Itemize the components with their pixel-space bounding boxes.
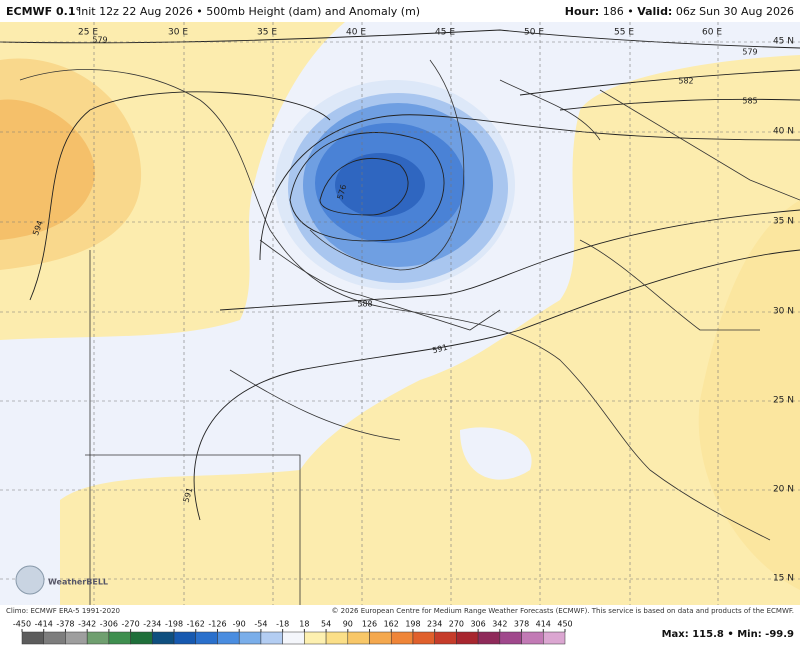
colorbar-label: -234 <box>143 620 161 629</box>
anomaly-negative <box>335 153 425 217</box>
graticule: 25 E 30 E 35 E 40 E 45 E 50 E 55 E 60 E 45 N 40 N… <box>0 22 800 605</box>
color-swatch <box>217 631 240 645</box>
extremes: Max: 115.8 • Min: -99.9 <box>662 629 794 640</box>
color-swatch <box>152 631 175 645</box>
colorbar-label: -18 <box>276 620 289 629</box>
climo: Climo: ECMWF ERA-5 1991-2020 <box>6 607 120 615</box>
color-swatch <box>86 631 110 645</box>
color-swatch <box>43 631 66 645</box>
colorbar-label: -414 <box>35 620 53 629</box>
valid-info: Hour: 186 • Valid: 06z Sun 30 Aug 2026 <box>565 5 794 18</box>
latitude-label: 45 N <box>773 37 794 47</box>
colorbar-label: -450 <box>13 620 31 629</box>
color-swatch <box>369 631 392 645</box>
map: 25 E 30 E 35 E 40 E 45 E 50 E 55 E 60 E 45 N 40 N… <box>0 22 800 605</box>
hour-label: Hour: <box>565 5 599 18</box>
longitude-label: 50 E <box>524 28 544 38</box>
color-swatch <box>347 631 370 645</box>
color-swatch <box>304 631 327 645</box>
latitude-label: 30 N <box>773 307 794 317</box>
colorbar-label: -198 <box>165 620 183 629</box>
longitude-label: 30 E <box>168 28 188 38</box>
anomaly-neutral <box>460 427 532 480</box>
color-swatch <box>412 631 435 645</box>
color-swatch <box>543 631 566 645</box>
color-swatch <box>260 631 283 645</box>
color-swatch <box>434 631 457 645</box>
contour-label: 591 <box>182 486 195 503</box>
colorbar-label: 306 <box>470 620 485 629</box>
logo-icon <box>15 565 45 595</box>
anomaly-warmer <box>0 99 95 241</box>
color-swatch <box>238 631 262 645</box>
colorbar-label: 270 <box>449 620 464 629</box>
colorbar-label: -90 <box>233 620 246 629</box>
longitude-label: 25 E <box>78 28 98 38</box>
valid-label: Valid: <box>637 5 672 18</box>
color-swatch <box>390 631 414 645</box>
contours <box>0 29 800 521</box>
run-info: Init 12z 22 Aug 2026 • 500mb Height (dam… <box>78 5 420 18</box>
colorbar-label: 90 <box>343 620 353 629</box>
latitude-label: 15 N <box>773 574 794 584</box>
colorbar: -450 -414 -378 -342 -306 -270 -234 -198 -162 -126… <box>13 620 573 645</box>
model: ECMWF 0.1° <box>6 5 81 18</box>
colorbar-label: 234 <box>427 620 442 629</box>
colorbar-label: 198 <box>405 620 420 629</box>
contour-label: 591 <box>431 343 448 356</box>
anomaly-positive <box>698 200 800 590</box>
colorbar-label: 162 <box>384 620 399 629</box>
color-swatch <box>195 631 218 645</box>
color-swatch <box>130 631 153 645</box>
contour-label: 588 <box>357 300 372 309</box>
colorbar-label: -306 <box>100 620 118 629</box>
color-swatch <box>65 631 88 645</box>
colorbar-label: -126 <box>208 620 226 629</box>
longitude-label: 35 E <box>257 28 277 38</box>
colorbar-label: 450 <box>557 620 572 629</box>
latitude-label: 25 N <box>773 396 794 406</box>
color-swatch <box>108 631 131 645</box>
copyright: © 2026 European Centre for Medium Range … <box>331 607 794 615</box>
longitude-label: 40 E <box>346 28 366 38</box>
color-swatch <box>477 631 501 645</box>
colorbar-label: -378 <box>56 620 74 629</box>
longitude-label: 60 E <box>702 28 722 38</box>
color-swatch <box>521 631 544 645</box>
color-swatch <box>325 631 349 645</box>
colorbar-label: -342 <box>78 620 96 629</box>
contour-label: 582 <box>678 77 693 86</box>
colorbar-label: 18 <box>299 620 309 629</box>
borders <box>19 59 800 605</box>
latitude-label: 35 N <box>773 217 794 227</box>
contour-label: 576 <box>336 183 349 200</box>
colorbar-label: -54 <box>254 620 267 629</box>
longitude-label: 45 E <box>435 28 455 38</box>
color-swatch <box>456 631 479 645</box>
valid: 06z Sun 30 Aug 2026 <box>676 5 794 18</box>
color-swatch <box>282 631 305 645</box>
colorbar-label: 54 <box>321 620 331 629</box>
contour-label: 585 <box>742 97 757 106</box>
hour: 186 • <box>603 5 634 18</box>
colorbar-label: -270 <box>122 620 140 629</box>
colorbar-label: -162 <box>187 620 205 629</box>
color-swatch <box>21 631 44 645</box>
longitude-label: 55 E <box>614 28 634 38</box>
colorbar-label: 414 <box>536 620 551 629</box>
colorbar-label: 126 <box>362 620 377 629</box>
contour-label: 579 <box>92 36 107 45</box>
anomaly-positive <box>60 55 800 605</box>
colorbar-label: 378 <box>514 620 529 629</box>
color-swatch <box>499 631 522 645</box>
contour-label: 579 <box>742 48 757 57</box>
color-swatch <box>173 631 197 645</box>
latitude-label: 40 N <box>773 127 794 137</box>
colorbar-label: 342 <box>492 620 507 629</box>
logo: WeatherBELL <box>48 578 108 587</box>
latitude-label: 20 N <box>773 485 794 495</box>
